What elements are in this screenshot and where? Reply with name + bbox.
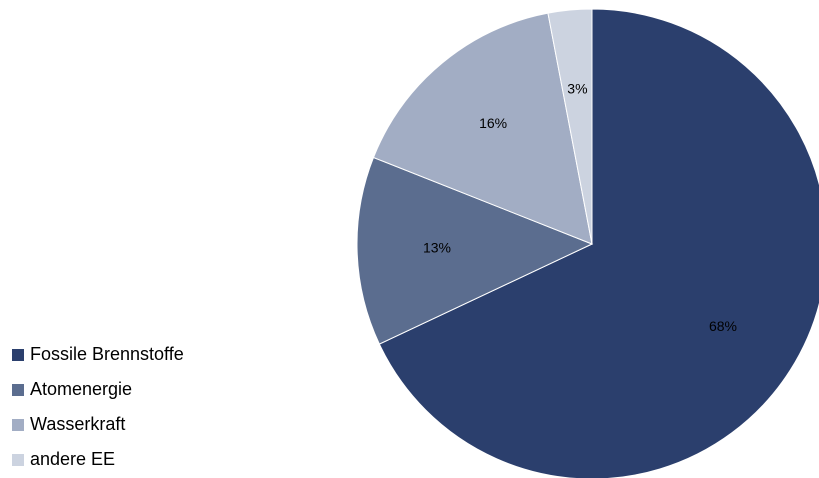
pie-slice-andere-ee [547, 8, 593, 245]
legend-item: Wasserkraft [12, 407, 184, 442]
legend-item: Fossile Brennstoffe [12, 337, 184, 372]
legend-swatch [12, 418, 24, 431]
legend-label: Atomenergie [30, 379, 133, 399]
pie-slice-label: 3% [567, 80, 587, 96]
legend-swatch [12, 453, 24, 466]
legend-swatch [12, 383, 24, 396]
pie-slice-atomenergie [356, 156, 594, 345]
chart-legend: Fossile Brennstoffe Atomenergie Wasserkraf… [12, 337, 184, 477]
legend-label: Fossile Brennstoffe [30, 344, 184, 364]
legend-item: Atomenergie [12, 372, 184, 407]
pie-slice-fossile-brennstoffe [378, 8, 819, 478]
legend-item: andere EE [12, 442, 184, 477]
pie-slice-label: 16% [479, 115, 507, 131]
pie-slice-label: 13% [423, 240, 451, 256]
legend-label: Wasserkraft [30, 414, 126, 434]
legend-label: andere EE [30, 449, 116, 469]
pie-slice-label: 68% [709, 318, 737, 334]
legend-swatch [12, 348, 24, 361]
pie-slice-wasserkraft [372, 12, 593, 245]
